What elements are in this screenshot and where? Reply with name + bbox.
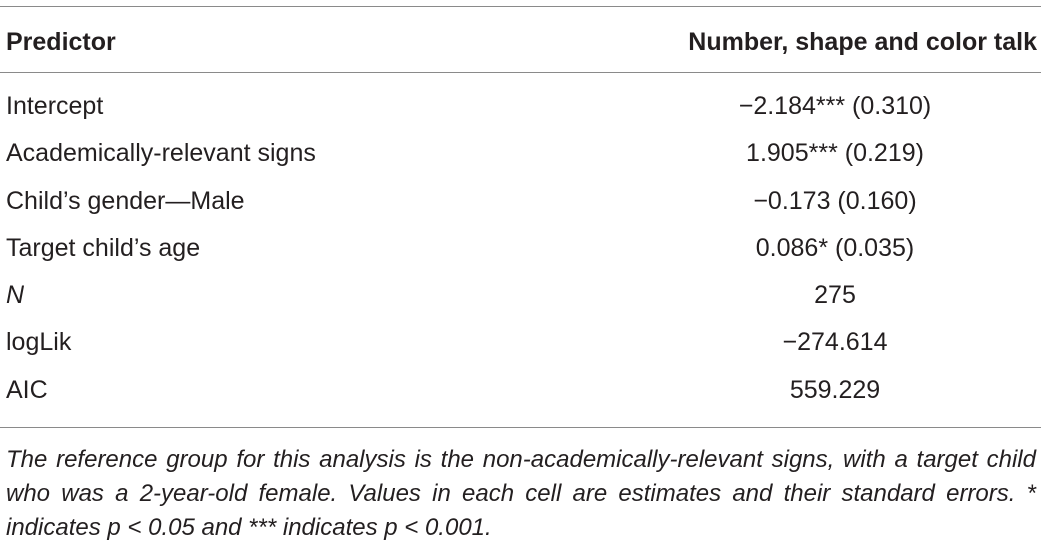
row-value: 0.086* (0.035) xyxy=(755,233,915,262)
row-value: −2.184*** (0.310) xyxy=(738,92,932,120)
row-predictor: N xyxy=(6,281,25,310)
table-row: logLik −274.614 xyxy=(0,328,1041,375)
table-row: AIC 559.229 xyxy=(0,376,1041,423)
table-row: Academically-relevant signs 1.905*** (0.… xyxy=(0,139,1041,186)
header-predictor: Predictor xyxy=(6,28,116,56)
table-header-rule xyxy=(0,72,1041,73)
header-number-shape-color-talk: Number, shape and color talk xyxy=(688,28,1037,56)
row-value: 1.905*** (0.219) xyxy=(746,139,924,168)
table-row: N 275 xyxy=(0,281,1041,328)
row-predictor: Child’s gender—Male xyxy=(6,186,245,215)
row-predictor: logLik xyxy=(6,328,72,357)
table-body: Intercept −2.184*** (0.310) Academically… xyxy=(0,92,1041,423)
row-value: −0.173 (0.160) xyxy=(753,186,917,215)
row-predictor: Academically-relevant signs xyxy=(6,139,316,168)
table-top-rule xyxy=(0,6,1041,7)
table-row: Target child’s age 0.086* (0.035) xyxy=(0,234,1041,281)
row-value: 275 xyxy=(814,281,856,310)
table-header-row: Predictor Number, shape and color talk xyxy=(0,22,1041,62)
table-footnote: The reference group for this analysis is… xyxy=(6,446,1036,541)
table-row: Child’s gender—Male −0.173 (0.160) xyxy=(0,187,1041,234)
row-predictor: Target child’s age xyxy=(6,233,201,262)
row-value: 559.229 xyxy=(789,375,881,404)
table-bottom-rule xyxy=(0,427,1041,428)
row-predictor: Intercept xyxy=(6,92,104,120)
row-predictor: AIC xyxy=(6,375,48,404)
table-row: Intercept −2.184*** (0.310) xyxy=(0,92,1041,139)
row-value: −274.614 xyxy=(782,328,888,357)
